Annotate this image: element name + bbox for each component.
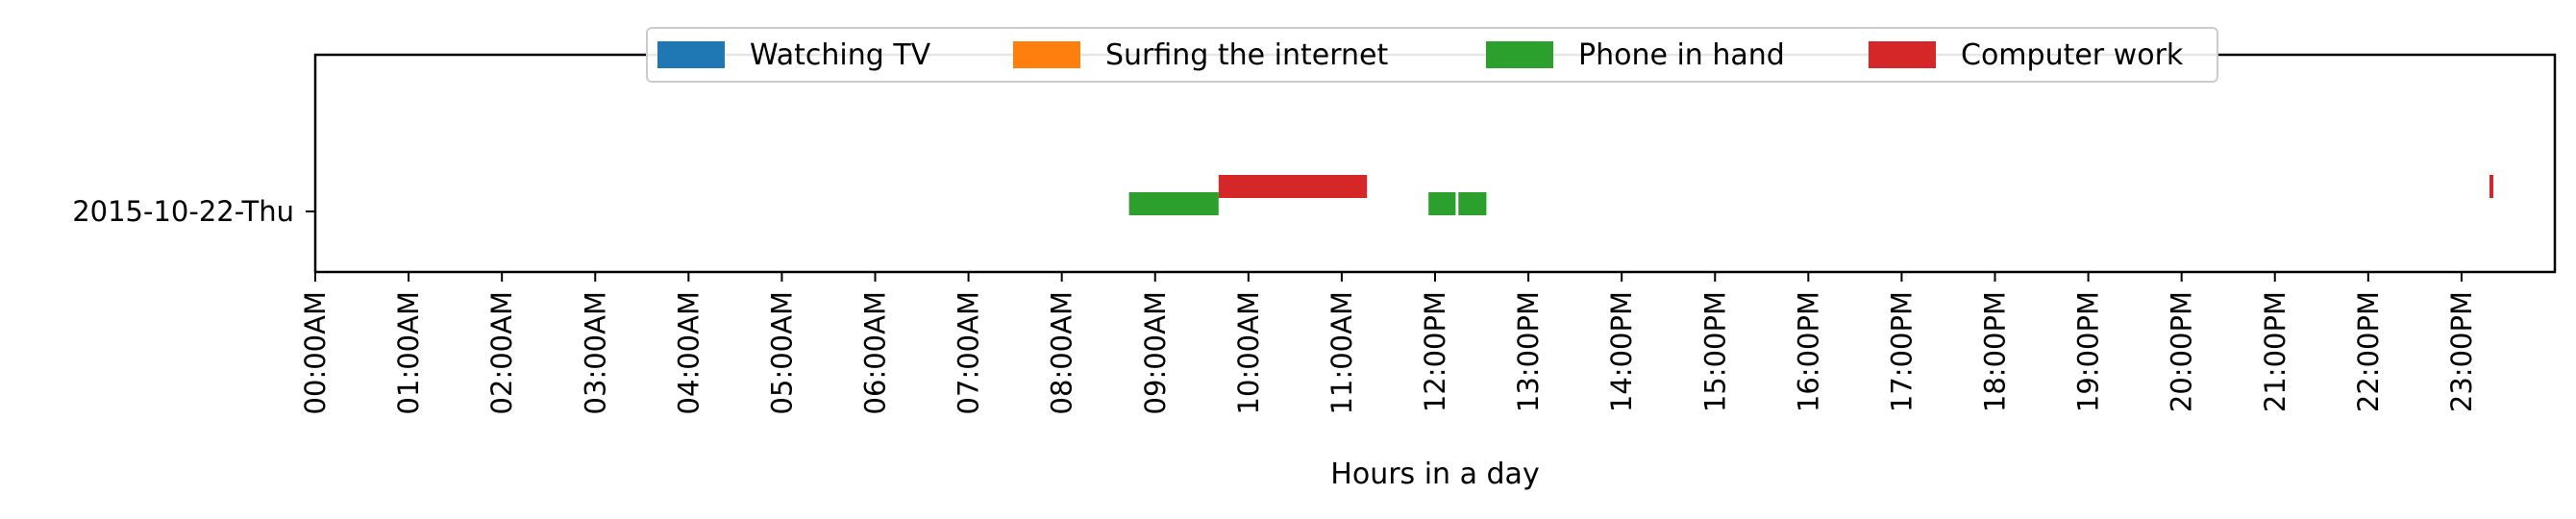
x-tick-label: 20:00PM: [2166, 291, 2198, 412]
y-axis: 2015-10-22-Thu: [72, 195, 315, 228]
legend: Watching TV Surfing the internet Phone i…: [646, 27, 2218, 83]
x-tick-label: 08:00AM: [1046, 291, 1078, 414]
x-tick-label: 17:00PM: [1885, 291, 1918, 412]
legend-item-surfing-the-internet: Surfing the internet: [1013, 29, 1388, 81]
legend-label-surfing-the-internet: Surfing the internet: [1105, 37, 1389, 72]
x-tick-label: 11:00AM: [1325, 291, 1358, 414]
x-tick-label: 10:00AM: [1232, 291, 1265, 414]
bar-phone-in-hand-3: [1458, 192, 1487, 215]
x-tick-label: 03:00AM: [579, 291, 611, 414]
x-tick-label: 21:00PM: [2259, 291, 2291, 412]
bar-computer-work-2: [2489, 175, 2493, 198]
x-tick-label: 19:00PM: [2072, 291, 2105, 412]
x-tick-label: 01:00AM: [392, 291, 425, 414]
legend-swatch-phone-in-hand: [1486, 41, 1553, 68]
legend-swatch-computer-work: [1869, 41, 1936, 68]
bars-group: [1128, 175, 2493, 215]
x-tick-label: 14:00PM: [1605, 291, 1638, 412]
legend-label-phone-in-hand: Phone in hand: [1578, 37, 1785, 72]
x-tick-label: 23:00PM: [2445, 291, 2478, 412]
x-tick-label: 22:00PM: [2352, 291, 2385, 412]
x-tick-label: 02:00AM: [485, 291, 518, 414]
legend-swatch-watching-tv: [657, 41, 725, 68]
x-tick-label: 09:00AM: [1139, 291, 1172, 414]
bar-computer-work-1: [1218, 175, 1368, 198]
x-tick-label: 05:00AM: [765, 291, 798, 414]
x-tick-label: 13:00PM: [1512, 291, 1545, 412]
legend-item-computer-work: Computer work: [1869, 29, 2183, 81]
legend-label-computer-work: Computer work: [1961, 37, 2184, 72]
x-tick-label: 16:00PM: [1792, 291, 1824, 412]
legend-swatch-surfing-the-internet: [1013, 41, 1080, 68]
plot-area-frame: [313, 53, 2557, 274]
x-axis-label: Hours in a day: [1330, 457, 1539, 491]
legend-item-phone-in-hand: Phone in hand: [1486, 29, 1785, 81]
legend-item-watching-tv: Watching TV: [657, 29, 930, 81]
legend-label-watching-tv: Watching TV: [750, 37, 931, 72]
bar-phone-in-hand-2: [1428, 192, 1456, 215]
y-tick-label: 2015-10-22-Thu: [72, 195, 294, 228]
x-tick-label: 15:00PM: [1698, 291, 1731, 412]
x-tick-label: 04:00AM: [672, 291, 705, 414]
x-tick-label: 00:00AM: [299, 291, 332, 414]
x-tick-label: 18:00PM: [1979, 291, 2012, 412]
x-tick-label: 12:00PM: [1419, 291, 1451, 412]
x-tick-label: 07:00AM: [953, 291, 985, 414]
bar-phone-in-hand-1: [1128, 192, 1219, 215]
x-axis: 00:00AM 01:00AM 02:00AM 03:00AM 04:00AM 05:00…: [299, 272, 2478, 414]
x-tick-label: 06:00AM: [859, 291, 892, 414]
